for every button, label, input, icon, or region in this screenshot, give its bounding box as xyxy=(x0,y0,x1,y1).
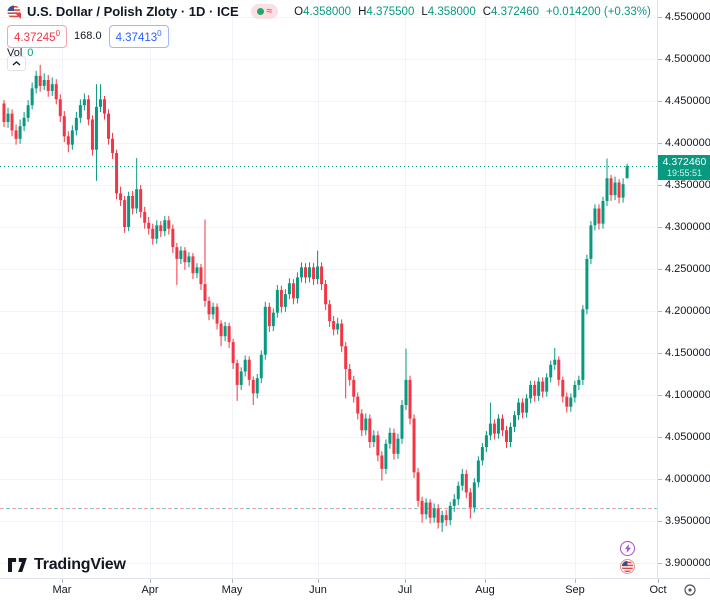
price-tick-mark xyxy=(658,185,662,186)
close-value: 4.372460 xyxy=(491,5,539,18)
price-tick-label: 4.350000 xyxy=(665,179,710,191)
month-label: Jun xyxy=(309,584,327,596)
candlestick-chart[interactable] xyxy=(0,0,657,578)
month-label: Sep xyxy=(565,584,585,596)
month-label: Apr xyxy=(141,584,159,596)
price-tick-mark xyxy=(658,59,662,60)
tradingview-mark-icon xyxy=(8,558,27,572)
price-tick-mark xyxy=(658,521,662,522)
countdown-timer: 19:55:51 xyxy=(666,168,703,179)
price-tick-label: 4.500000 xyxy=(665,53,710,65)
month-label: Aug xyxy=(475,584,495,596)
price-tick-label: 3.950000 xyxy=(665,515,710,527)
wavy-equals-icon[interactable]: ≈ xyxy=(266,5,273,17)
month-label: May xyxy=(221,584,243,596)
event-markers xyxy=(620,541,635,574)
price-tick-mark xyxy=(658,269,662,270)
month-label: Oct xyxy=(649,584,667,596)
price-tick-mark xyxy=(658,101,662,102)
price-tick-label: 4.050000 xyxy=(665,431,710,443)
time-axis[interactable]: Mar Apr May Jun Jul Aug Sep Oct xyxy=(0,578,710,600)
price-tick-label: 4.450000 xyxy=(665,95,710,107)
open-label: O xyxy=(294,5,304,18)
price-tick-label: 4.400000 xyxy=(665,137,710,149)
price-tick-mark xyxy=(658,143,662,144)
lightning-bolt-icon[interactable] xyxy=(620,541,635,556)
month-tick-mark xyxy=(405,579,406,583)
price-tick-label: 4.000000 xyxy=(665,473,710,485)
price-tick-mark xyxy=(658,563,662,564)
price-tick-label: 4.250000 xyxy=(665,263,710,275)
price-tick-mark xyxy=(658,437,662,438)
close-label: C xyxy=(482,5,492,18)
price-tick-mark xyxy=(658,353,662,354)
month-tick-mark xyxy=(658,579,659,583)
price-tick-label: 4.550000 xyxy=(665,11,710,23)
bid-button[interactable]: 4.372450 xyxy=(7,25,68,48)
month-tick-mark xyxy=(232,579,233,583)
price-axis[interactable]: 4.372460 19:55:51 4.550000 4.500000 4.4500… xyxy=(657,0,710,578)
last-price-label: 4.372460 xyxy=(662,156,707,169)
low-value: 4.358000 xyxy=(427,5,476,18)
low-label: L xyxy=(421,5,428,18)
tradingview-logo[interactable]: TradingView xyxy=(8,556,126,574)
price-tick-mark xyxy=(658,479,662,480)
market-open-dot-icon[interactable] xyxy=(256,8,264,15)
ohlc-readout: O4.358000 H4.375500 L4.358000 C4.372460 … xyxy=(294,6,651,18)
month-tick-mark xyxy=(318,579,319,583)
price-badge: 4.372460 19:55:51 xyxy=(658,155,710,181)
ask-button[interactable]: 4.374130 xyxy=(108,25,169,48)
open-value: 4.358000 xyxy=(303,5,352,18)
tradingview-wordmark: TradingView xyxy=(34,556,126,573)
price-tick-label: 3.900000 xyxy=(665,557,710,569)
month-tick-mark xyxy=(62,579,63,583)
price-tick-label: 4.100000 xyxy=(665,389,710,401)
symbol-title[interactable]: U.S. Dollar / Polish Zloty · 1D · ICE xyxy=(27,4,239,19)
month-label: Mar xyxy=(52,584,72,596)
price-tick-mark xyxy=(658,17,662,18)
us-flag-event-icon[interactable] xyxy=(620,559,635,574)
month-tick-mark xyxy=(150,579,151,583)
price-tick-label: 4.300000 xyxy=(665,221,710,233)
spread-value: 168.0 xyxy=(74,30,102,43)
volume-value: 0 xyxy=(27,47,34,59)
price-tick-mark xyxy=(658,227,662,228)
high-value: 4.375500 xyxy=(366,5,415,18)
price-tick-label: 4.150000 xyxy=(665,347,710,359)
us-flag-icon xyxy=(7,5,21,19)
price-tick-label: 4.200000 xyxy=(665,305,710,317)
change-value: +0.014200 (+0.33%) xyxy=(546,5,651,18)
high-label: H xyxy=(358,5,367,18)
chevron-up-icon xyxy=(12,61,21,66)
scroll-to-realtime-icon[interactable] xyxy=(682,582,698,598)
price-tick-mark xyxy=(658,395,662,396)
market-status-pill[interactable]: ≈ xyxy=(250,4,279,19)
month-tick-mark xyxy=(575,579,576,583)
price-tick-mark xyxy=(658,311,662,312)
month-tick-mark xyxy=(485,579,486,583)
collapse-pane-button[interactable] xyxy=(7,56,26,71)
symbol-legend: U.S. Dollar / Polish Zloty · 1D · ICE ≈ … xyxy=(7,4,651,19)
month-label: Jul xyxy=(397,584,413,596)
bid-ask-row: 4.372450 168.0 4.374130 xyxy=(7,25,169,48)
